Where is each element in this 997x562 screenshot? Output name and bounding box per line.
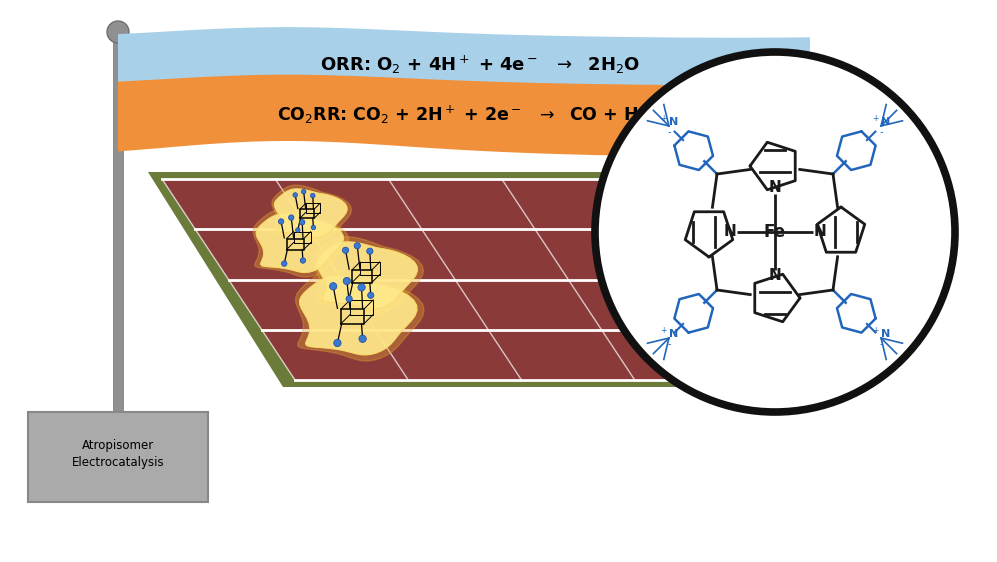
Circle shape (293, 193, 297, 197)
Circle shape (359, 335, 366, 342)
Circle shape (343, 278, 351, 285)
Circle shape (311, 225, 316, 230)
Text: $^+$N: $^+$N (659, 114, 679, 129)
Text: -: - (879, 127, 882, 137)
Polygon shape (300, 277, 417, 355)
Circle shape (300, 258, 306, 263)
FancyBboxPatch shape (28, 412, 208, 502)
Text: $^+$N: $^+$N (871, 114, 891, 129)
Text: -: - (667, 127, 671, 137)
Text: $^+$N: $^+$N (659, 325, 679, 341)
Polygon shape (272, 185, 352, 241)
Text: N: N (769, 269, 782, 283)
Text: $^+$N: $^+$N (871, 325, 891, 341)
Circle shape (595, 52, 955, 412)
Polygon shape (118, 75, 810, 157)
Text: Fe: Fe (764, 223, 786, 241)
Circle shape (107, 21, 129, 43)
Polygon shape (274, 189, 347, 237)
Circle shape (367, 248, 373, 255)
Circle shape (301, 189, 306, 194)
Circle shape (368, 292, 374, 298)
Polygon shape (256, 214, 343, 273)
Text: CO$_2$RR: CO$_2$ + 2H$^+$ + 2e$^-$  $\rightarrow$  CO + H$_2$O: CO$_2$RR: CO$_2$ + 2H$^+$ + 2e$^-$ $\rig… (277, 104, 663, 126)
Circle shape (288, 215, 294, 220)
Circle shape (299, 220, 305, 225)
Circle shape (278, 219, 284, 224)
Circle shape (358, 284, 365, 291)
Text: N: N (724, 224, 737, 239)
Polygon shape (162, 179, 748, 380)
Text: Atropisomer
Electrocatalysis: Atropisomer Electrocatalysis (72, 439, 165, 469)
Polygon shape (317, 242, 418, 309)
Text: -: - (667, 339, 671, 349)
Circle shape (354, 243, 360, 249)
Text: ORR: O$_2$ + 4H$^+$ + 4e$^-$  $\rightarrow$  2H$_2$O: ORR: O$_2$ + 4H$^+$ + 4e$^-$ $\rightarro… (320, 54, 640, 76)
Bar (113, 27, 123, 472)
Circle shape (310, 193, 315, 198)
Circle shape (346, 296, 352, 302)
Circle shape (281, 261, 287, 266)
Text: N: N (769, 180, 782, 196)
Polygon shape (148, 172, 760, 387)
Circle shape (330, 283, 337, 290)
Circle shape (334, 339, 341, 347)
Text: -: - (879, 339, 882, 349)
Text: N: N (814, 224, 827, 239)
Polygon shape (313, 237, 424, 314)
Polygon shape (118, 27, 810, 114)
Circle shape (342, 247, 349, 253)
Circle shape (295, 228, 300, 232)
Polygon shape (253, 210, 349, 277)
Polygon shape (295, 270, 424, 361)
